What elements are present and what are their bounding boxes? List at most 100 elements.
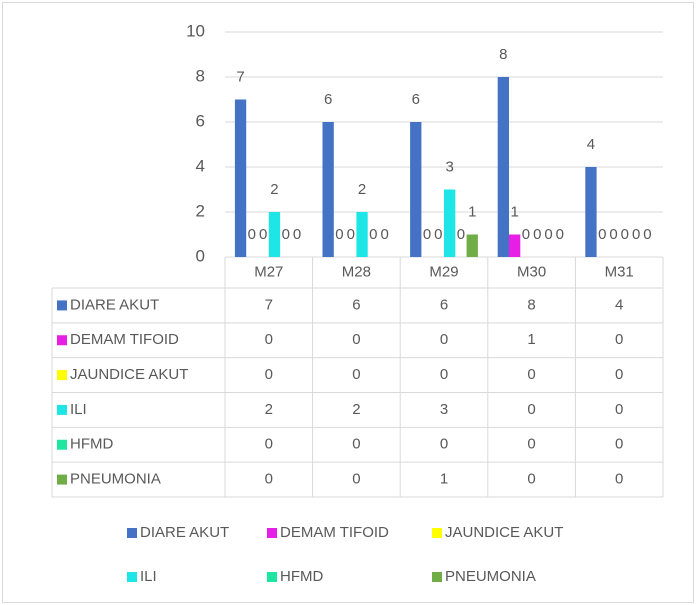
table-cell: 0 [265, 331, 273, 348]
legend-label: DEMAM TIFOID [280, 524, 389, 541]
data-label: 0 [609, 226, 617, 243]
data-label: 0 [643, 226, 651, 243]
data-label: 0 [293, 226, 301, 243]
legend-key [127, 528, 137, 538]
data-label: 0 [457, 226, 465, 243]
table-cell: 0 [615, 471, 623, 488]
table-cell: 0 [527, 366, 535, 383]
table-cell: 1 [527, 331, 535, 348]
data-label: 0 [632, 226, 640, 243]
x-tick-label: M28 [342, 263, 371, 280]
bar [234, 99, 247, 257]
bar [509, 234, 521, 257]
bar [585, 167, 597, 257]
table-cell: 6 [352, 296, 360, 313]
table-cell: 3 [440, 401, 448, 418]
table-cell: 0 [527, 471, 535, 488]
table-cell: 0 [527, 401, 535, 418]
data-label: 0 [621, 226, 629, 243]
table-cell: 0 [615, 436, 623, 453]
table-cell: 0 [352, 471, 360, 488]
data-label: 6 [324, 91, 332, 108]
legend-key [267, 572, 277, 582]
table-row-label: HFMD [70, 436, 113, 453]
legend-label: ILI [140, 568, 157, 585]
legend-key [127, 572, 137, 582]
table-legend-key [57, 439, 67, 450]
table-legend-key [57, 335, 67, 346]
bar [268, 212, 281, 257]
data-label: 0 [423, 226, 431, 243]
y-tick-label: 2 [196, 201, 205, 220]
data-label: 0 [347, 226, 355, 243]
legend-label: PNEUMONIA [445, 568, 536, 585]
table-row-label: DEMAM TIFOID [70, 331, 179, 348]
table-cell: 0 [527, 436, 535, 453]
table-row-label: JAUNDICE AKUT [70, 366, 188, 383]
table-cell: 2 [265, 401, 273, 418]
table-row-label: DIARE AKUT [70, 296, 159, 313]
data-label: 0 [434, 226, 442, 243]
table-cell: 7 [265, 296, 273, 313]
data-label: 1 [510, 203, 518, 220]
table-cell: 0 [440, 331, 448, 348]
legend-key [267, 528, 277, 538]
data-label: 0 [369, 226, 377, 243]
data-label: 7 [236, 68, 244, 85]
table-cell: 8 [527, 296, 535, 313]
table-legend-key [57, 404, 67, 415]
x-tick-label: M29 [429, 263, 458, 280]
table-cell: 0 [352, 436, 360, 453]
table-cell: 0 [265, 471, 273, 488]
table-cell: 0 [265, 436, 273, 453]
data-label: 2 [270, 181, 278, 198]
data-label: 0 [335, 226, 343, 243]
legend-label: HFMD [280, 568, 323, 585]
bar [466, 234, 478, 257]
table-legend-key [57, 370, 67, 381]
table-cell: 2 [352, 401, 360, 418]
y-tick-label: 8 [196, 66, 205, 85]
data-label: 0 [544, 226, 552, 243]
data-label: 0 [522, 226, 530, 243]
legend-label: JAUNDICE AKUT [445, 524, 563, 541]
legend-key [432, 572, 442, 582]
table-cell: 0 [615, 366, 623, 383]
table-cell: 0 [440, 436, 448, 453]
table-cell: 1 [440, 471, 448, 488]
table-legend-key [57, 474, 67, 485]
legend-key [432, 528, 442, 538]
bar [322, 122, 334, 257]
data-label: 0 [282, 226, 290, 243]
data-label: 0 [259, 226, 267, 243]
table-cell: 0 [440, 366, 448, 383]
table-cell: 0 [352, 331, 360, 348]
table-legend-key [57, 300, 67, 311]
data-label: 0 [380, 226, 388, 243]
x-tick-label: M31 [605, 263, 634, 280]
x-tick-label: M27 [254, 263, 283, 280]
table-cell: 4 [615, 296, 623, 313]
x-tick-label: M30 [517, 263, 546, 280]
data-label: 0 [598, 226, 606, 243]
bar [410, 122, 422, 257]
data-label: 3 [445, 158, 453, 175]
data-label: 0 [556, 226, 564, 243]
y-tick-label: 4 [196, 156, 205, 175]
legend-label: DIARE AKUT [140, 524, 229, 541]
data-label: 6 [412, 91, 420, 108]
table-cell: 6 [440, 296, 448, 313]
table-cell: 0 [265, 366, 273, 383]
table-cell: 0 [615, 401, 623, 418]
table-row-label: ILI [70, 401, 87, 418]
data-label: 0 [248, 226, 256, 243]
data-label: 0 [533, 226, 541, 243]
data-label: 8 [499, 46, 507, 63]
bar [497, 77, 509, 257]
data-label: 1 [468, 203, 476, 220]
y-tick-label: 6 [196, 111, 205, 130]
data-label: 4 [587, 136, 595, 153]
data-label: 2 [358, 181, 366, 198]
